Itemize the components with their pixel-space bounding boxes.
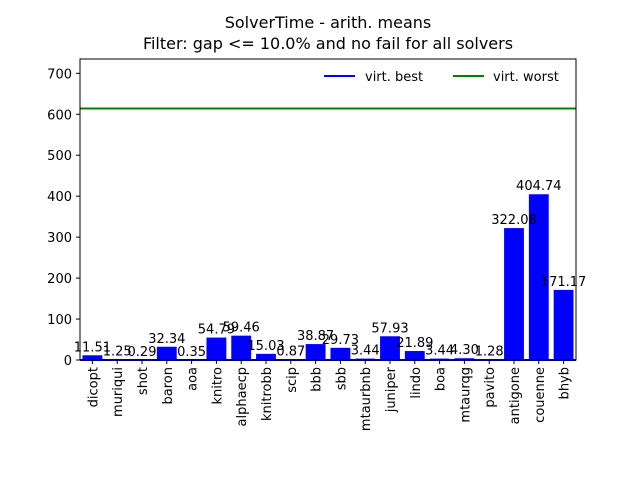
value-label-mtaurbnb: 3.44 [351, 344, 380, 359]
x-tick-label-scip: scip [285, 367, 300, 393]
y-tick-label-0: 0 [64, 354, 72, 369]
bar-knitrobb [256, 353, 276, 360]
bar-lindo [404, 351, 425, 360]
value-label-bbb: 38.87 [297, 329, 334, 344]
bar-bbb [305, 344, 326, 360]
value-label-muriqui: 1.25 [103, 344, 132, 359]
bar-bhyb [553, 289, 574, 360]
value-label-boa: 3.44 [425, 344, 454, 359]
value-label-mtaurqg: 4.30 [450, 343, 479, 358]
y-tick-label-500: 500 [47, 149, 72, 164]
bar-couenne [528, 194, 549, 360]
x-tick-label-pavito: pavito [483, 367, 498, 408]
x-tick-label-antigone: antigone [508, 367, 523, 424]
value-label-antigone: 322.08 [491, 213, 537, 228]
bar-dicopt [82, 355, 103, 360]
value-label-pavito: 1.28 [475, 344, 504, 359]
bar-baron [156, 346, 177, 360]
axes-frame [79, 58, 577, 361]
x-tick-label-boa: boa [434, 367, 449, 391]
bar-knitro [206, 337, 227, 360]
x-tick-label-shot: shot [136, 367, 151, 395]
x-tick-label-bhyb: bhyb [558, 367, 573, 399]
value-label-couenne: 404.74 [516, 179, 562, 194]
bar-sbb [330, 347, 351, 360]
chart-title-line-2: Filter: gap <= 10.0% and no fail for all… [143, 34, 513, 53]
legend: virt. best virt. worst [324, 70, 559, 85]
x-tick-label-alphaecp: alphaecp [235, 367, 250, 426]
x-tick-label-mtaurqg: mtaurqg [458, 367, 473, 423]
x-tick-label-baron: baron [161, 367, 176, 404]
value-label-dicopt: 11.51 [74, 340, 111, 355]
value-label-aoa: 0.35 [177, 345, 206, 360]
value-label-alphaecp: 59.46 [223, 321, 260, 336]
x-tick-label-couenne: couenne [533, 367, 548, 423]
x-tick-label-lindo: lindo [409, 367, 424, 399]
y-tick-label-300: 300 [47, 231, 72, 246]
x-tick-label-muriqui: muriqui [111, 367, 126, 417]
legend-label-virt-worst: virt. worst [493, 70, 559, 85]
y-tick-label-100: 100 [47, 313, 72, 328]
value-label-baron: 32.34 [148, 332, 185, 347]
value-label-shot: 0.29 [128, 345, 157, 360]
x-tick-label-juniper: juniper [384, 366, 399, 413]
x-tick-label-mtaurbnb: mtaurbnb [359, 367, 374, 431]
y-tick-label-200: 200 [47, 272, 72, 287]
chart-title-line-1: SolverTime - arith. means [225, 13, 432, 32]
value-label-lindo: 21.89 [396, 336, 433, 351]
y-tick-label-400: 400 [47, 190, 72, 205]
x-tick-label-sbb: sbb [334, 367, 349, 390]
bar-alphaecp [231, 335, 252, 360]
y-tick-label-600: 600 [47, 108, 72, 123]
x-tick-label-knitrobb: knitrobb [260, 367, 275, 421]
value-label-knitrobb: 15.03 [247, 339, 284, 354]
value-label-bhyb: 171.17 [541, 275, 587, 290]
value-label-juniper: 57.93 [371, 321, 408, 336]
value-label-scip: 0.87 [276, 345, 305, 360]
bar-antigone [504, 228, 524, 360]
value-label-sbb: 29.73 [322, 333, 359, 348]
x-tick-label-aoa: aoa [186, 367, 201, 391]
x-tick-label-bbb: bbb [310, 367, 325, 392]
value-label-knitro: 54.79 [198, 323, 235, 338]
x-tick-label-knitro: knitro [210, 367, 225, 405]
x-tick-label-dicopt: dicopt [86, 367, 101, 407]
bar-juniper [380, 336, 400, 360]
legend-label-virt-best: virt. best [365, 70, 423, 85]
y-tick-label-700: 700 [47, 67, 72, 82]
